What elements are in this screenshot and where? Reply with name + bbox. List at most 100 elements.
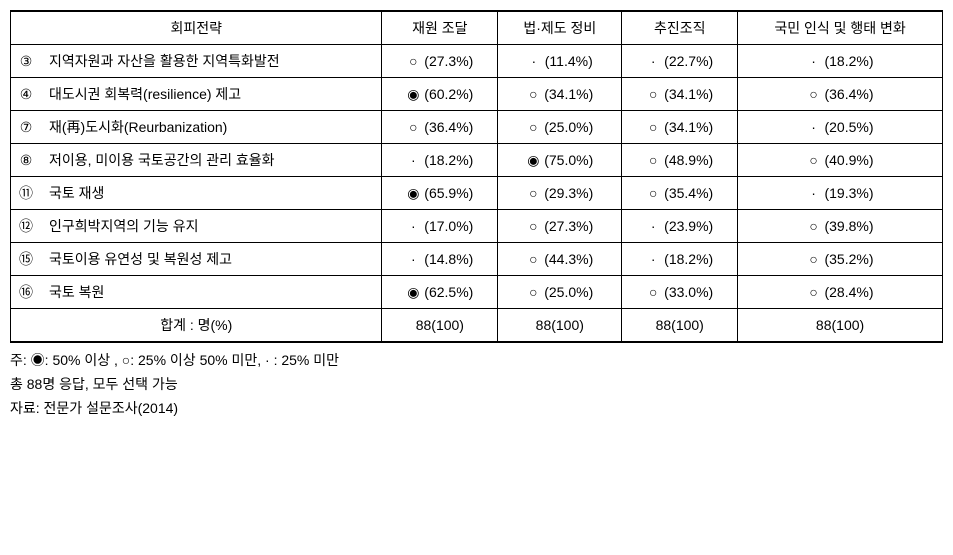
row-label: 인구희박지역의 기능 유지 xyxy=(41,210,382,243)
data-cell: ○ (48.9%) xyxy=(622,144,738,177)
marker-icon: ○ xyxy=(646,185,660,201)
row-label: 저이용, 미이용 국토공간의 관리 효율화 xyxy=(41,144,382,177)
data-cell: · (11.4%) xyxy=(498,45,622,78)
marker-icon: · xyxy=(807,53,821,69)
row-number: ⑪ xyxy=(11,177,42,210)
cell-value: (18.2%) xyxy=(424,152,473,168)
cell-value: (18.2%) xyxy=(664,251,713,267)
marker-icon: ○ xyxy=(526,218,540,234)
cell-value: (27.3%) xyxy=(544,218,593,234)
marker-icon: ○ xyxy=(807,86,821,102)
row-number: ③ xyxy=(11,45,42,78)
table-row: ⑮국토이용 유연성 및 복원성 제고 · (14.8%) ○ (44.3%) · (1… xyxy=(11,243,943,276)
sum-value: 88(100) xyxy=(622,309,738,343)
survey-table: 회피전략 재원 조달 법·제도 정비 추진조직 국민 인식 및 행태 변화 ③지… xyxy=(10,10,943,343)
note-line-1: 총 88명 응답, 모두 선택 가능 xyxy=(10,373,943,397)
cell-value: (19.3%) xyxy=(824,185,873,201)
cell-value: (17.0%) xyxy=(424,218,473,234)
marker-icon: · xyxy=(646,218,660,234)
row-label: 국토 재생 xyxy=(41,177,382,210)
marker-icon: ○ xyxy=(646,284,660,300)
data-cell: ○ (34.1%) xyxy=(622,78,738,111)
row-label: 재(再)도시화(Reurbanization) xyxy=(41,111,382,144)
marker-icon: ○ xyxy=(526,284,540,300)
data-cell: ○ (33.0%) xyxy=(622,276,738,309)
cell-value: (34.1%) xyxy=(664,119,713,135)
sum-label: 합계 : 명(%) xyxy=(11,309,382,343)
table-row: ⑪국토 재생◉ (65.9%)○ (29.3%)○ (35.4%)· (19.3… xyxy=(11,177,943,210)
data-cell: · (23.9%) xyxy=(622,210,738,243)
marker-icon: · xyxy=(527,53,541,69)
marker-icon: ○ xyxy=(646,152,660,168)
row-label: 지역자원과 자산을 활용한 지역특화발전 xyxy=(41,45,382,78)
data-cell: ○ (36.4%) xyxy=(738,78,943,111)
cell-value: (25.0%) xyxy=(544,284,593,300)
marker-icon: · xyxy=(406,251,420,267)
marker-icon: ○ xyxy=(807,218,821,234)
marker-icon: ◉ xyxy=(406,284,420,301)
marker-icon: ○ xyxy=(646,86,660,102)
marker-icon: ○ xyxy=(646,119,660,135)
table-row: ⑦재(再)도시화(Reurbanization)○ (36.4%)○ (25.0… xyxy=(11,111,943,144)
data-cell: ○ (29.3%) xyxy=(498,177,622,210)
cell-value: (29.3%) xyxy=(544,185,593,201)
table-row: ⑫인구희박지역의 기능 유지· (17.0%)○ (27.3%)· (23.9%… xyxy=(11,210,943,243)
table-row: ⑧저이용, 미이용 국토공간의 관리 효율화· (18.2%)◉ (75.0%)… xyxy=(11,144,943,177)
marker-icon: ○ xyxy=(807,251,821,267)
marker-icon: ○ xyxy=(526,119,540,135)
marker-icon: · xyxy=(807,119,821,135)
cell-value: (40.9%) xyxy=(824,152,873,168)
cell-value: (28.4%) xyxy=(824,284,873,300)
cell-value: (23.9%) xyxy=(664,218,713,234)
table-row: ③지역자원과 자산을 활용한 지역특화발전○ (27.3%)· (11.4%)·… xyxy=(11,45,943,78)
notes-section: 주: ◉: 50% 이상 , ○: 25% 이상 50% 미만, · : 25%… xyxy=(10,349,943,420)
row-number: ⑫ xyxy=(11,210,42,243)
data-cell: ◉ (60.2%) xyxy=(382,78,498,111)
sum-value: 88(100) xyxy=(738,309,943,343)
row-number: ④ xyxy=(11,78,42,111)
cell-value: (14.8%) xyxy=(424,251,473,267)
cell-value: (34.1%) xyxy=(544,86,593,102)
data-cell: · (18.2%) xyxy=(622,243,738,276)
cell-value: (18.2%) xyxy=(824,53,873,69)
header-strategy: 회피전략 xyxy=(11,11,382,45)
marker-icon: ○ xyxy=(526,86,540,102)
data-cell: ○ (27.3%) xyxy=(498,210,622,243)
row-number: ⑧ xyxy=(11,144,42,177)
sum-row: 합계 : 명(%)88(100)88(100)88(100)88(100) xyxy=(11,309,943,343)
row-label: 대도시권 회복력(resilience) 제고 xyxy=(41,78,382,111)
marker-icon: · xyxy=(406,152,420,168)
marker-icon: · xyxy=(807,185,821,201)
data-cell: ○ (27.3%) xyxy=(382,45,498,78)
marker-icon: ○ xyxy=(807,284,821,300)
data-cell: ◉ (65.9%) xyxy=(382,177,498,210)
header-col-3: 국민 인식 및 행태 변화 xyxy=(738,11,943,45)
cell-value: (44.3%) xyxy=(544,251,593,267)
data-cell: · (20.5%) xyxy=(738,111,943,144)
header-col-0: 재원 조달 xyxy=(382,11,498,45)
data-cell: ○ (28.4%) xyxy=(738,276,943,309)
data-cell: ○ (40.9%) xyxy=(738,144,943,177)
marker-icon: ◉ xyxy=(526,152,540,169)
cell-value: (27.3%) xyxy=(424,53,473,69)
marker-icon: ○ xyxy=(406,53,420,69)
cell-value: (75.0%) xyxy=(544,152,593,168)
cell-value: (65.9%) xyxy=(424,185,473,201)
marker-icon: ○ xyxy=(526,251,540,267)
marker-icon: ◉ xyxy=(406,86,420,103)
header-col-2: 추진조직 xyxy=(622,11,738,45)
table-row: ④대도시권 회복력(resilience) 제고◉ (60.2%)○ (34.1… xyxy=(11,78,943,111)
cell-value: (25.0%) xyxy=(544,119,593,135)
row-label: 국토이용 유연성 및 복원성 제고 xyxy=(41,243,382,276)
marker-icon: ○ xyxy=(526,185,540,201)
marker-icon: ◉ xyxy=(406,185,420,202)
row-number: ⑮ xyxy=(11,243,42,276)
data-cell: · (18.2%) xyxy=(382,144,498,177)
data-cell: ○ (25.0%) xyxy=(498,276,622,309)
row-number: ⑦ xyxy=(11,111,42,144)
data-cell: ○ (34.1%) xyxy=(498,78,622,111)
data-cell: ○ (25.0%) xyxy=(498,111,622,144)
cell-value: (34.1%) xyxy=(664,86,713,102)
marker-icon: ○ xyxy=(807,152,821,168)
data-cell: · (18.2%) xyxy=(738,45,943,78)
